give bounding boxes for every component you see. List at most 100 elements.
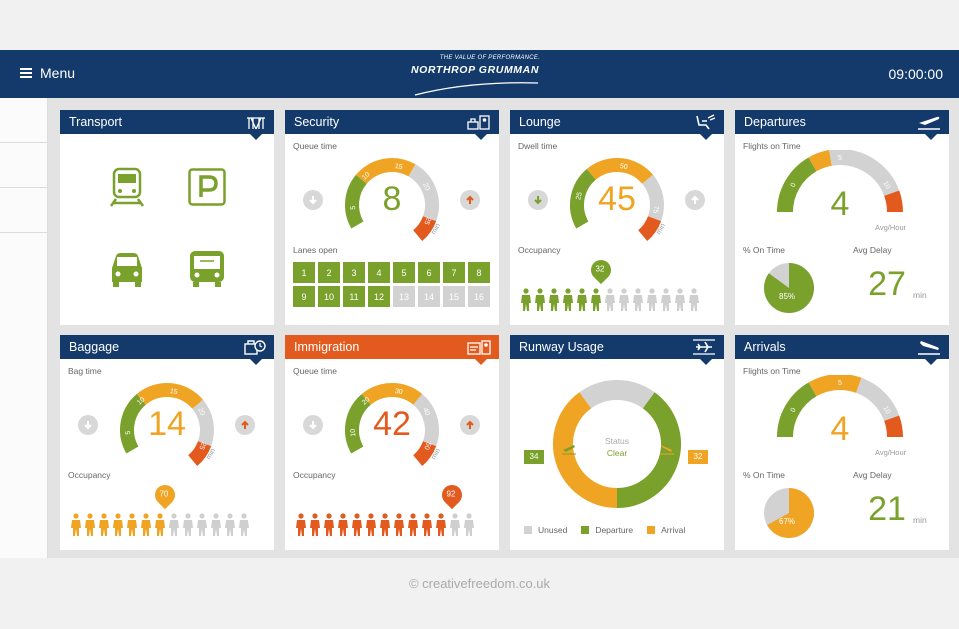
- person-icon: [197, 513, 207, 536]
- baggage-card[interactable]: Baggage Bag time 5 10 15 20 25 min 14 Occupan…: [60, 335, 274, 550]
- brand-tagline: THE VALUE OF PERFORMANCE.: [439, 55, 541, 61]
- gauge-band: [808, 150, 833, 172]
- arrow-down-icon: [309, 421, 317, 430]
- security-card[interactable]: Security Queue time 5 10 15 20 25 min 8 Lanes…: [285, 110, 499, 325]
- header-notch: [700, 359, 712, 365]
- app-header: Menu THE VALUE OF PERFORMANCE. NORTHROP …: [0, 50, 959, 98]
- transport-card[interactable]: Transport: [60, 110, 274, 325]
- decrease-button[interactable]: [303, 190, 323, 210]
- lane-tile[interactable]: 10: [318, 286, 340, 307]
- lane-tile[interactable]: 2: [318, 262, 340, 283]
- person-icon: [85, 513, 95, 536]
- legend-departure: Departure: [581, 525, 633, 535]
- increase-button[interactable]: [460, 190, 480, 210]
- baggage-clock-icon: [244, 340, 266, 355]
- brand-logo: THE VALUE OF PERFORMANCE. NORTHROP GRUMM…: [400, 55, 550, 96]
- person-icon: [225, 513, 235, 536]
- gauge-tick: 20: [361, 396, 372, 406]
- person-icon: [521, 288, 531, 311]
- person-icon: [366, 513, 376, 536]
- occupancy-people: [70, 513, 250, 537]
- sidebar-item[interactable]: [0, 188, 47, 233]
- runway-card[interactable]: Runway Usage Status Clear 34 32 Unused D…: [510, 335, 724, 550]
- person-icon: [113, 513, 123, 536]
- train-icon[interactable]: [106, 166, 148, 208]
- person-icon: [661, 288, 671, 311]
- passport-control-icon: [467, 340, 491, 355]
- card-title: Lounge: [519, 115, 561, 129]
- lane-tile[interactable]: 16: [468, 286, 490, 307]
- increase-button[interactable]: [235, 415, 255, 435]
- header-notch: [475, 134, 487, 140]
- person-icon: [633, 288, 643, 311]
- lane-tile[interactable]: 13: [393, 286, 415, 307]
- immigration-card[interactable]: Immigration Queue time 10 20 30 40 50 min 42 …: [285, 335, 499, 550]
- increase-button[interactable]: [685, 190, 705, 210]
- decrease-button[interactable]: [303, 415, 323, 435]
- parking-icon[interactable]: [188, 168, 226, 206]
- lane-tile[interactable]: 6: [418, 262, 440, 283]
- lane-tile[interactable]: 12: [368, 286, 390, 307]
- sidebar-item[interactable]: [0, 98, 47, 143]
- gauge-tick: 0: [790, 182, 798, 189]
- gauge-unit: Avg/Hour: [875, 448, 907, 457]
- card-header: Arrivals: [735, 335, 949, 365]
- gauge-unit: min: [430, 222, 442, 235]
- person-icon: [71, 513, 81, 536]
- person-icon: [394, 513, 404, 536]
- person-icon: [127, 513, 137, 536]
- lane-tile[interactable]: 14: [418, 286, 440, 307]
- lane-tile[interactable]: 5: [393, 262, 415, 283]
- gauge-band: [808, 375, 862, 397]
- metric-label: Flights on Time: [743, 141, 801, 151]
- person-icon: [577, 288, 587, 311]
- runway-plane-icon: [693, 339, 715, 355]
- lane-tile[interactable]: 15: [443, 286, 465, 307]
- lane-tile[interactable]: 4: [368, 262, 390, 283]
- occupancy-label: Occupancy: [293, 470, 336, 480]
- gauge-tick: 20: [196, 407, 206, 417]
- gauge-tick: 15: [169, 388, 178, 396]
- lane-tile[interactable]: 3: [343, 262, 365, 283]
- footer: © creativefreedom.co.uk: [0, 558, 959, 629]
- brand-swoosh-icon: [414, 82, 539, 96]
- header-notch: [475, 359, 487, 365]
- decrease-button[interactable]: [528, 190, 548, 210]
- car-icon[interactable]: [106, 250, 148, 288]
- legend-arrival: Arrival: [647, 525, 685, 535]
- person-icon: [549, 288, 559, 311]
- gauge-value: 42: [373, 405, 411, 443]
- occupancy-value: 70: [159, 489, 169, 499]
- person-icon: [155, 513, 165, 536]
- person-icon: [141, 513, 151, 536]
- gauge-band: [570, 168, 597, 229]
- lane-tile[interactable]: 8: [468, 262, 490, 283]
- decrease-button[interactable]: [78, 415, 98, 435]
- gauge-tick: 10: [881, 405, 891, 415]
- bus-icon[interactable]: [186, 248, 228, 290]
- pie-value: 85%: [779, 292, 796, 301]
- gauge-band: [412, 393, 439, 447]
- person-icon: [422, 513, 432, 536]
- header-notch: [700, 134, 712, 140]
- arrivals-card[interactable]: Arrivals Flights on Time 0 5 10 4 Avg/Hour…: [735, 335, 949, 550]
- lounge-card[interactable]: Lounge Dwell time 25 50 75 min 45 Occupancy…: [510, 110, 724, 325]
- arrow-down-icon: [309, 196, 317, 205]
- gauge-value: 4: [830, 410, 850, 448]
- person-icon: [619, 288, 629, 311]
- occupancy-marker: 32: [586, 255, 616, 285]
- gauge-tick: 25: [197, 441, 207, 451]
- card-header: Immigration: [285, 335, 499, 365]
- lane-tile[interactable]: 9: [293, 286, 315, 307]
- lane-tile[interactable]: 1: [293, 262, 315, 283]
- menu-button[interactable]: Menu: [20, 65, 75, 81]
- lane-tile[interactable]: 7: [443, 262, 465, 283]
- sidebar-item[interactable]: [0, 143, 47, 188]
- lane-tile[interactable]: 11: [343, 286, 365, 307]
- delay-label: Avg Delay: [853, 245, 892, 255]
- card-title: Immigration: [294, 340, 360, 354]
- gauge-band: [586, 158, 654, 185]
- departures-card[interactable]: Departures Flights on Time 0 5 10 4 Avg/Ho…: [735, 110, 949, 325]
- increase-button[interactable]: [460, 415, 480, 435]
